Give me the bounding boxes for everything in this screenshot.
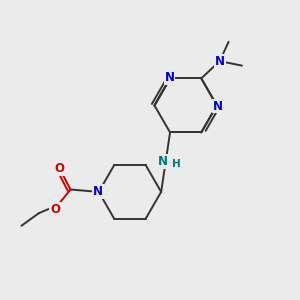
- Text: O: O: [54, 162, 64, 175]
- Text: N: N: [158, 155, 168, 168]
- Text: N: N: [215, 55, 225, 68]
- Text: N: N: [93, 185, 103, 198]
- Text: N: N: [213, 100, 224, 112]
- Text: H: H: [172, 159, 180, 169]
- Text: N: N: [164, 71, 175, 84]
- Text: O: O: [50, 203, 60, 216]
